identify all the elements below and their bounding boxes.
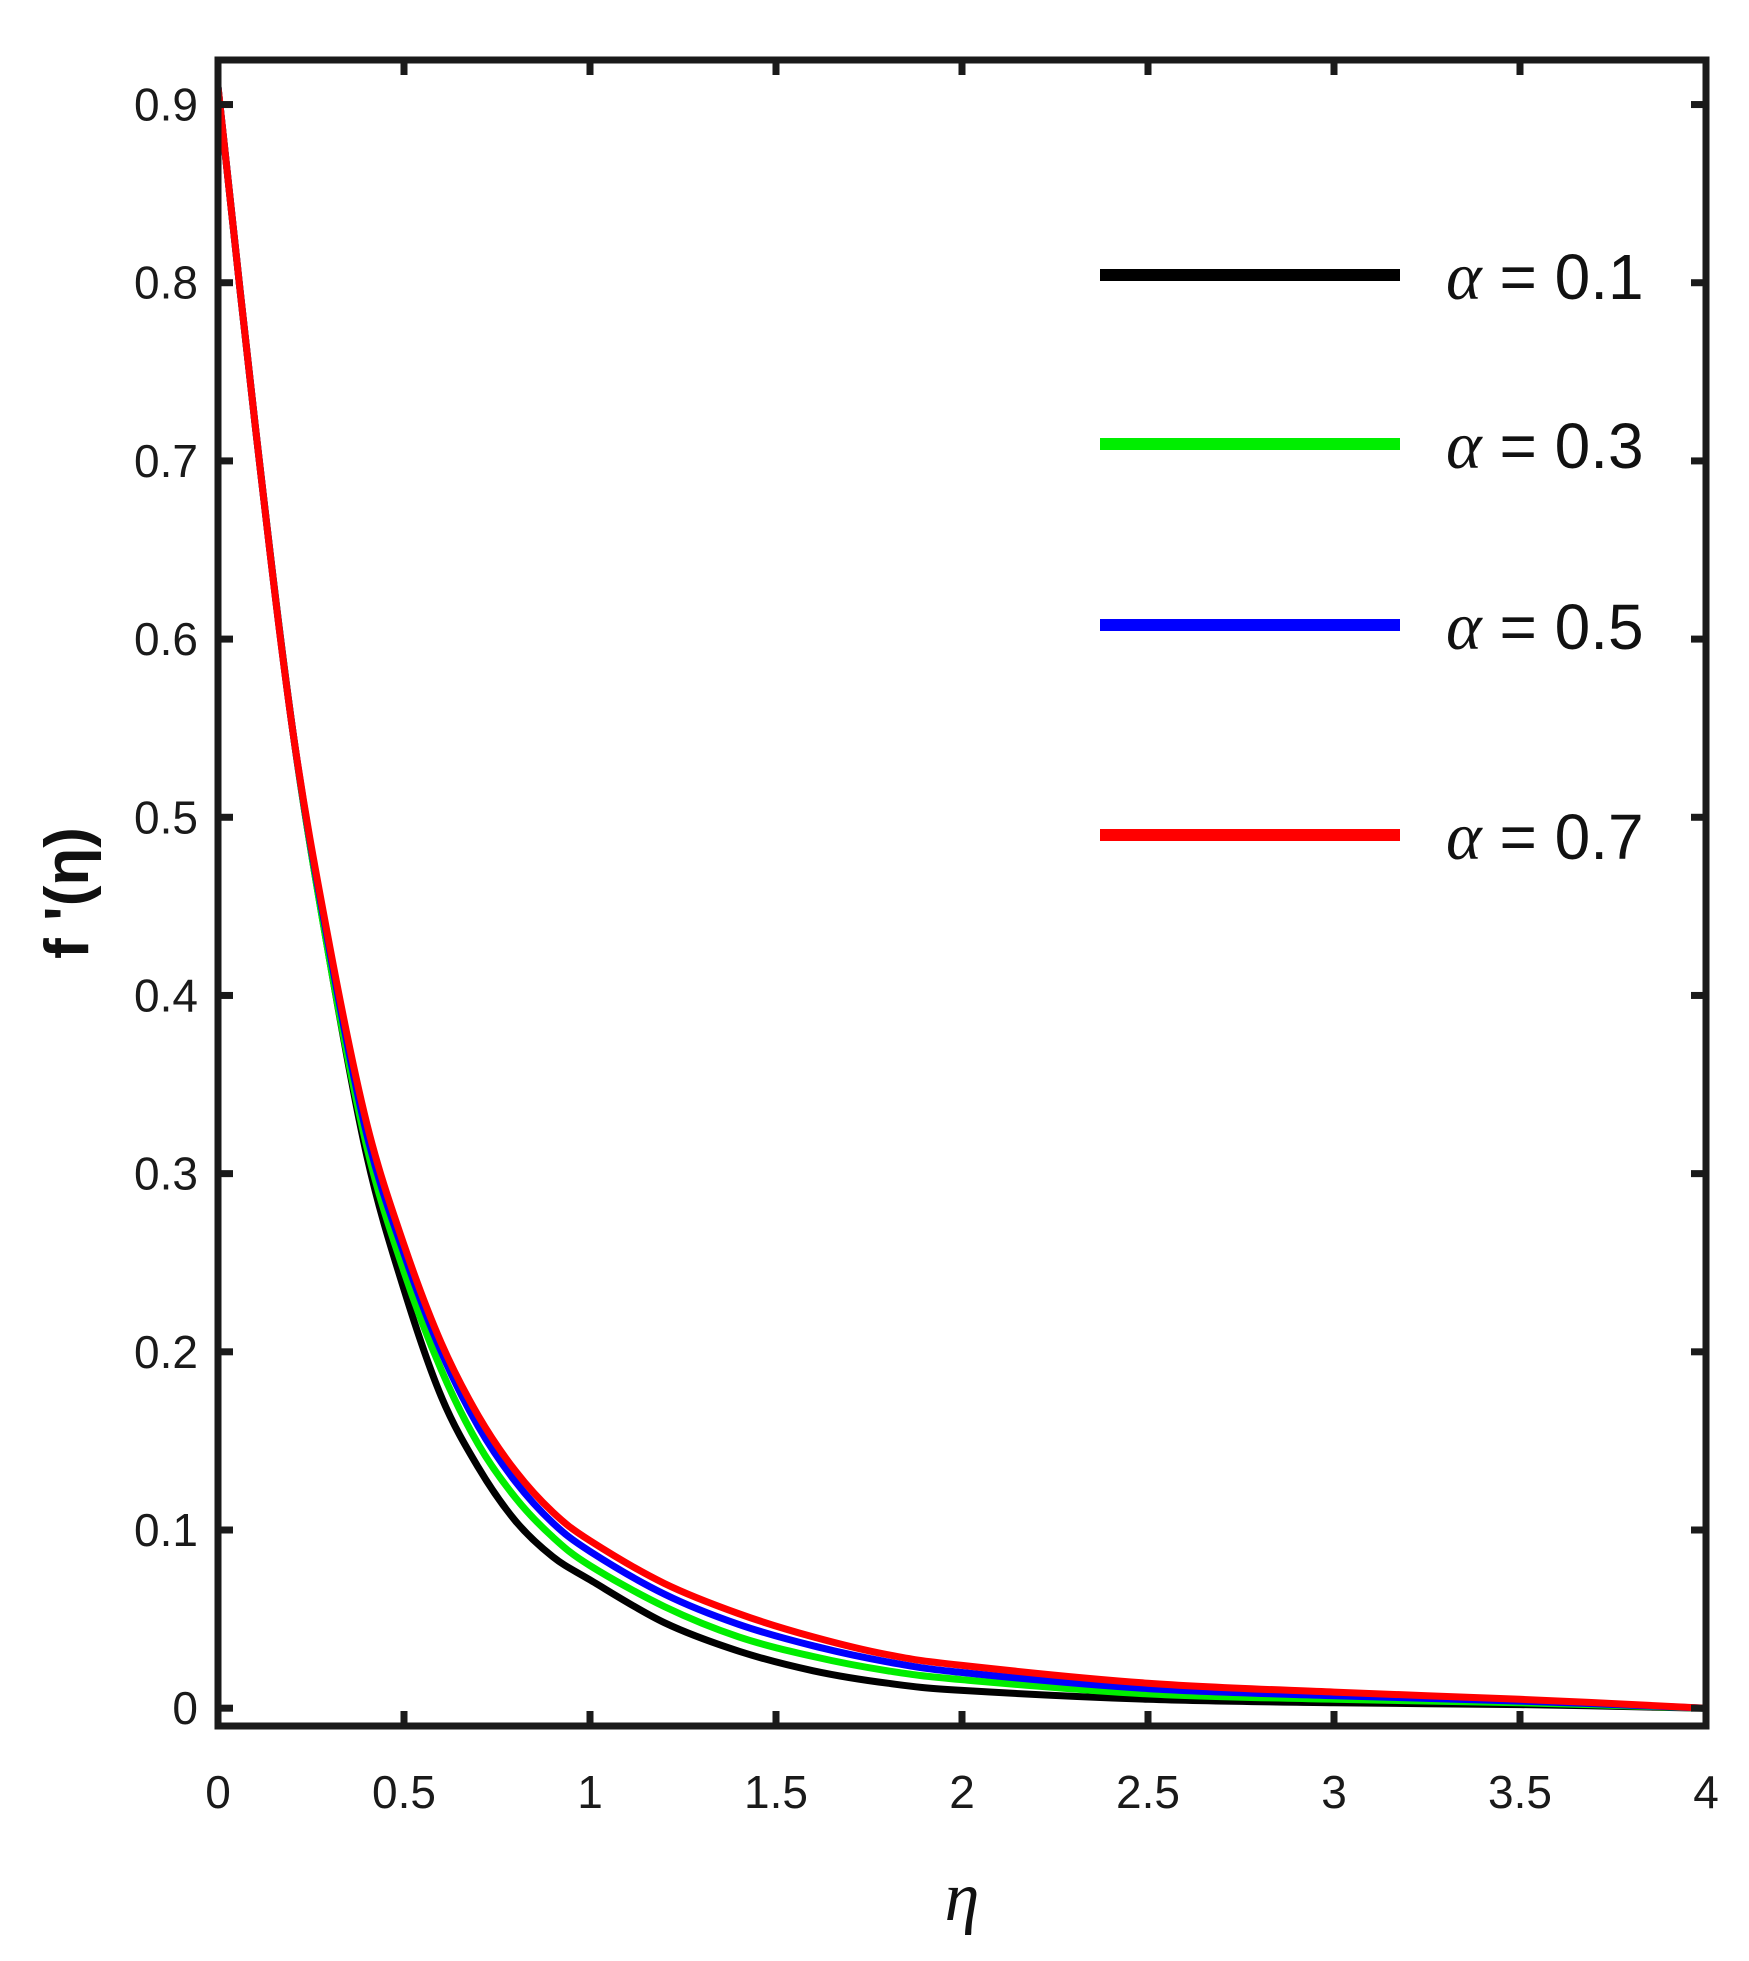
x-tick-label: 2.5 — [1116, 1766, 1180, 1818]
y-tick-label: 0 — [172, 1682, 198, 1734]
legend-label-3: α = 0.5 — [1446, 588, 1644, 664]
x-tick-label: 2 — [949, 1766, 975, 1818]
legend: α = 0.1α = 0.3α = 0.5α = 0.7 — [1100, 238, 1644, 874]
legend-value: = 0.5 — [1482, 591, 1644, 663]
x-tick-label: 3 — [1321, 1766, 1347, 1818]
y-tick-label: 0.2 — [134, 1326, 198, 1378]
legend-symbol: α — [1446, 407, 1483, 483]
y-tick-label: 0.8 — [134, 257, 198, 309]
legend-value: = 0.7 — [1482, 801, 1644, 873]
legend-value: = 0.1 — [1482, 241, 1644, 313]
x-tick-label: 0 — [205, 1766, 231, 1818]
legend-label-2: α = 0.3 — [1446, 407, 1644, 483]
y-tick-label: 0.1 — [134, 1504, 198, 1556]
legend-symbol: α — [1446, 238, 1483, 314]
legend-label-4: α = 0.7 — [1446, 798, 1644, 874]
legend-value: = 0.3 — [1482, 410, 1644, 482]
legend-symbol: α — [1446, 798, 1483, 874]
x-axis-title: η — [945, 1859, 980, 1936]
x-tick-label: 0.5 — [372, 1766, 436, 1818]
y-tick-label: 0.5 — [134, 791, 198, 843]
x-tick-label: 1.5 — [744, 1766, 808, 1818]
y-tick-label: 0.7 — [134, 435, 198, 487]
legend-label-1: α = 0.1 — [1446, 238, 1644, 314]
axis-ticks — [214, 60, 1710, 1726]
tick-labels: 0 0.5 1 1.5 2 2.5 3 3.5 4 0 0.1 0.2 0.3 0.4 0.5 0.6 0.7 0… — [134, 79, 1719, 1818]
series-line-4 — [214, 83, 1710, 1712]
y-tick-label: 0.9 — [134, 79, 198, 131]
x-tick-label: 3.5 — [1488, 1766, 1552, 1818]
y-axis-title: f '(η) — [33, 827, 102, 959]
plot-lines — [214, 83, 1710, 1712]
y-tick-label: 0.6 — [134, 613, 198, 665]
x-tick-label: 4 — [1693, 1766, 1719, 1818]
legend-symbol: α — [1446, 588, 1483, 664]
y-tick-label: 0.4 — [134, 969, 198, 1021]
y-tick-label: 0.3 — [134, 1148, 198, 1200]
x-tick-label: 1 — [577, 1766, 603, 1818]
